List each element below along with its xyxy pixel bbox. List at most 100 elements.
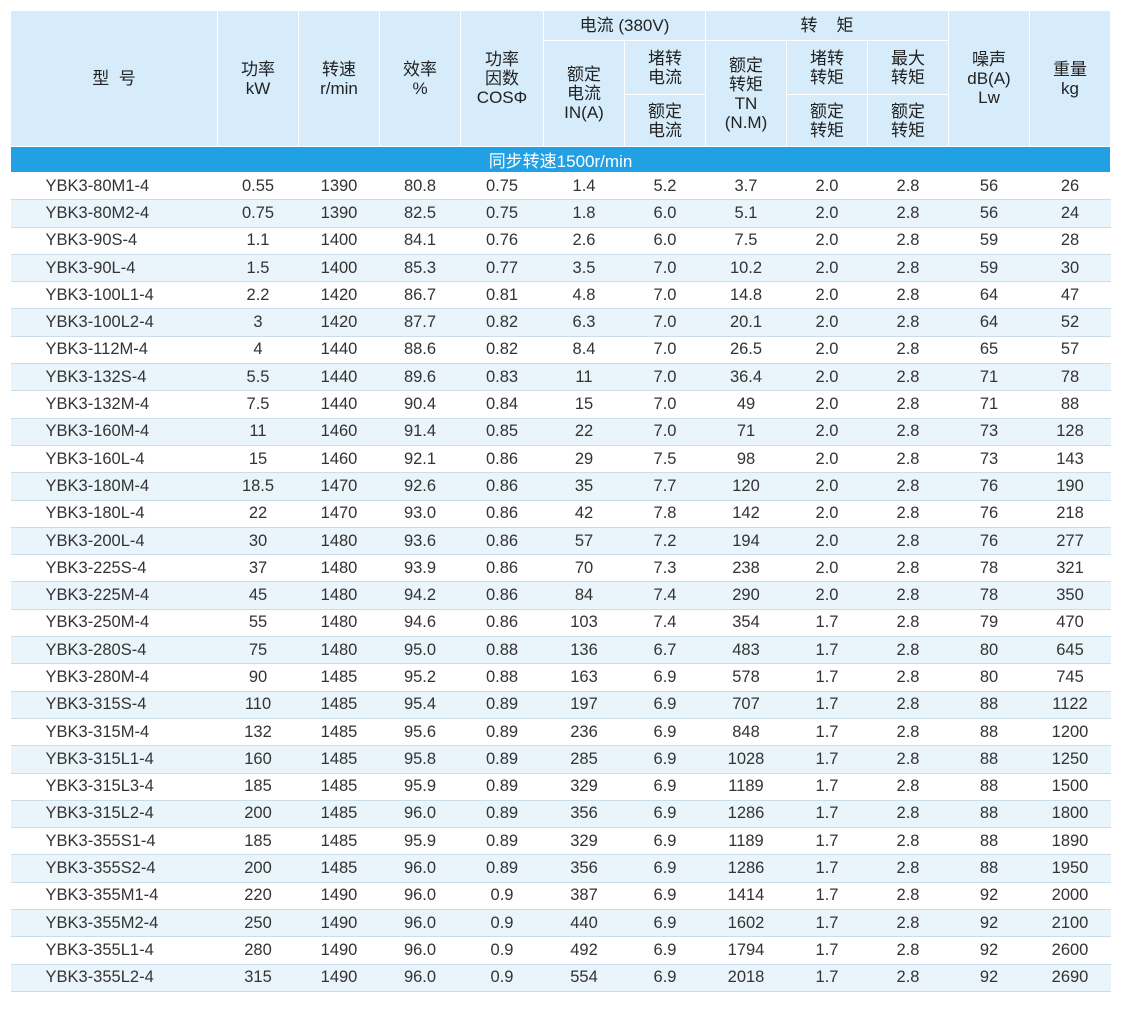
cell-efficiency: 82.5 — [379, 199, 461, 228]
cell-locked-current-ratio: 6.9 — [624, 773, 706, 801]
cell-power-factor: 0.86 — [460, 445, 544, 474]
cell-power: 11 — [217, 418, 299, 446]
cell-efficiency: 95.0 — [379, 636, 461, 665]
cell-max-torque-ratio: 2.8 — [867, 254, 949, 283]
cell-power: 7.5 — [217, 390, 299, 419]
cell-power-factor: 0.81 — [460, 281, 544, 310]
header-current-group: 电流 (380V) — [543, 10, 706, 41]
cell-efficiency: 96.0 — [379, 882, 461, 911]
cell-power: 4 — [217, 336, 299, 365]
cell-rated-current: 492 — [543, 936, 625, 965]
cell-noise: 76 — [948, 527, 1030, 556]
cell-power-factor: 0.85 — [460, 418, 544, 446]
cell-speed: 1440 — [298, 363, 380, 392]
cell-power: 30 — [217, 527, 299, 556]
cell-model: YBK3-80M2-4 — [10, 199, 218, 228]
cell-model: YBK3-250M-4 — [10, 609, 218, 638]
cell-weight: 321 — [1029, 554, 1111, 583]
cell-noise: 56 — [948, 199, 1030, 228]
cell-locked-current-ratio: 6.9 — [624, 882, 706, 911]
cell-power-factor: 0.88 — [460, 636, 544, 665]
cell-model: YBK3-100L1-4 — [10, 281, 218, 310]
cell-power-factor: 0.86 — [460, 609, 544, 638]
cell-rated-torque: 20.1 — [705, 308, 787, 337]
cell-efficiency: 95.9 — [379, 773, 461, 801]
table-row: YBK3-132M-4 7.5 1440 90.4 0.84 15 7.0 49 2.0 2.8 7… — [10, 390, 1111, 419]
cell-model: YBK3-315L2-4 — [10, 800, 218, 829]
cell-speed: 1485 — [298, 800, 380, 829]
table-row: YBK3-280S-4 75 1480 95.0 0.88 136 6.7 483 1.7 2.8… — [10, 636, 1111, 665]
cell-power-factor: 0.9 — [460, 909, 544, 938]
cell-max-torque-ratio: 2.8 — [867, 281, 949, 310]
cell-efficiency: 96.0 — [379, 909, 461, 938]
cell-power: 3 — [217, 308, 299, 337]
cell-efficiency: 96.0 — [379, 800, 461, 829]
cell-power-factor: 0.9 — [460, 964, 544, 992]
cell-power-factor: 0.75 — [460, 199, 544, 228]
cell-rated-current: 103 — [543, 609, 625, 638]
cell-rated-torque: 1189 — [705, 827, 787, 856]
cell-noise: 71 — [948, 363, 1030, 392]
cell-rated-current: 136 — [543, 636, 625, 665]
cell-weight: 2100 — [1029, 909, 1111, 938]
cell-power: 75 — [217, 636, 299, 665]
cell-efficiency: 96.0 — [379, 964, 461, 992]
cell-rated-torque: 10.2 — [705, 254, 787, 283]
cell-efficiency: 96.0 — [379, 854, 461, 883]
cell-power-factor: 0.89 — [460, 827, 544, 856]
cell-efficiency: 89.6 — [379, 363, 461, 392]
cell-rated-torque: 707 — [705, 691, 787, 719]
cell-speed: 1485 — [298, 827, 380, 856]
table-row: YBK3-132S-4 5.5 1440 89.6 0.83 11 7.0 36.4 2.0 2.… — [10, 363, 1111, 392]
table-row: YBK3-250M-4 55 1480 94.6 0.86 103 7.4 354 1.7 2.8… — [10, 609, 1111, 638]
cell-noise: 80 — [948, 663, 1030, 692]
cell-locked-torque-ratio: 2.0 — [786, 581, 868, 610]
cell-locked-torque-ratio: 1.7 — [786, 882, 868, 911]
cell-max-torque-ratio: 2.8 — [867, 718, 949, 747]
cell-rated-current: 29 — [543, 445, 625, 474]
cell-model: YBK3-180L-4 — [10, 500, 218, 528]
cell-model: YBK3-355S1-4 — [10, 827, 218, 856]
cell-power-factor: 0.77 — [460, 254, 544, 283]
table-row: YBK3-112M-4 4 1440 88.6 0.82 8.4 7.0 26.5 2.0 2.8… — [10, 336, 1111, 365]
cell-speed: 1490 — [298, 882, 380, 911]
cell-noise: 76 — [948, 472, 1030, 501]
cell-efficiency: 84.1 — [379, 227, 461, 255]
header-power: 功率 kW — [217, 10, 299, 147]
header-max-torque: 最大 转矩 — [867, 40, 949, 95]
cell-power: 37 — [217, 554, 299, 583]
header-max-torque-ratio: 额定 转矩 — [867, 94, 949, 147]
cell-locked-current-ratio: 6.0 — [624, 199, 706, 228]
cell-weight: 470 — [1029, 609, 1111, 638]
cell-speed: 1400 — [298, 254, 380, 283]
cell-locked-torque-ratio: 2.0 — [786, 472, 868, 501]
table-row: YBK3-160M-4 11 1460 91.4 0.85 22 7.0 71 2.0 2.8 73… — [10, 418, 1111, 446]
cell-rated-current: 356 — [543, 800, 625, 829]
cell-weight: 645 — [1029, 636, 1111, 665]
cell-rated-current: 356 — [543, 854, 625, 883]
cell-power: 185 — [217, 827, 299, 856]
cell-power: 55 — [217, 609, 299, 638]
cell-rated-torque: 36.4 — [705, 363, 787, 392]
cell-locked-current-ratio: 6.9 — [624, 800, 706, 829]
cell-weight: 2600 — [1029, 936, 1111, 965]
cell-rated-torque: 2018 — [705, 964, 787, 992]
cell-locked-current-ratio: 7.7 — [624, 472, 706, 501]
cell-noise: 92 — [948, 909, 1030, 938]
cell-power-factor: 0.86 — [460, 581, 544, 610]
cell-efficiency: 87.7 — [379, 308, 461, 337]
cell-speed: 1440 — [298, 390, 380, 419]
cell-rated-current: 15 — [543, 390, 625, 419]
cell-model: YBK3-315S-4 — [10, 691, 218, 719]
cell-weight: 1122 — [1029, 691, 1111, 719]
cell-rated-torque: 120 — [705, 472, 787, 501]
cell-locked-current-ratio: 7.0 — [624, 254, 706, 283]
cell-power-factor: 0.82 — [460, 308, 544, 337]
cell-noise: 71 — [948, 390, 1030, 419]
table-row: YBK3-355M2-4 250 1490 96.0 0.9 440 6.9 1602 1.7 2… — [10, 909, 1111, 938]
cell-noise: 88 — [948, 718, 1030, 747]
cell-noise: 79 — [948, 609, 1030, 638]
cell-max-torque-ratio: 2.8 — [867, 827, 949, 856]
cell-rated-torque: 14.8 — [705, 281, 787, 310]
cell-rated-current: 84 — [543, 581, 625, 610]
